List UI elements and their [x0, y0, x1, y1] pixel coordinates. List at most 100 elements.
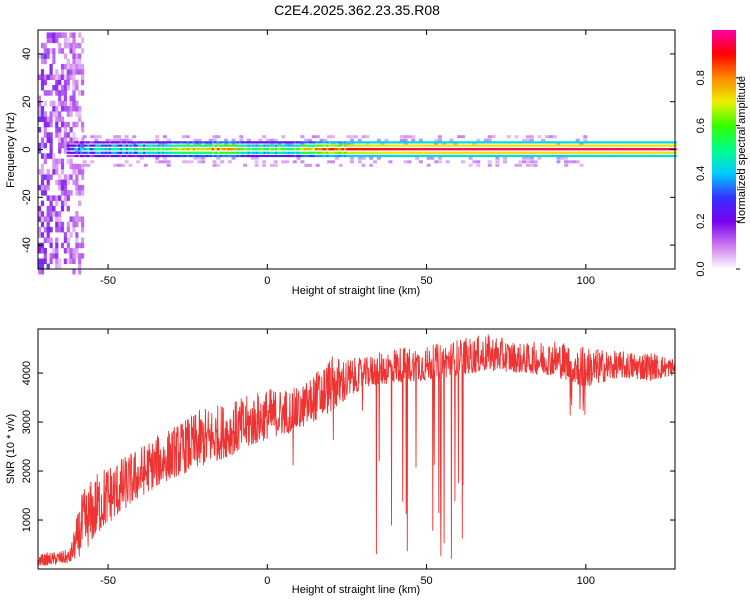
spectrogram-signal-cell — [167, 151, 171, 154]
spectrogram-signal-cell — [124, 144, 127, 147]
spectrogram-signal-cell — [225, 144, 228, 147]
spectrogram-signal-cell — [146, 144, 150, 147]
spectrogram-signal-cell — [349, 154, 352, 158]
spectrogram-signal-cell — [468, 141, 471, 144]
spectrogram-signal-cell — [242, 141, 245, 144]
spectrogram-signal-cell — [175, 148, 178, 151]
spectrogram-noise-cell — [49, 242, 53, 249]
spectrogram-signal-cell — [190, 144, 194, 147]
spectrogram-signal-cell — [267, 151, 270, 154]
spectrogram-signal-cell — [347, 141, 350, 144]
spectrogram-noise-cell — [38, 127, 42, 133]
spectrogram-signal-cell — [99, 148, 102, 151]
spectrogram-noise-cell — [346, 135, 351, 139]
spectrogram-noise-cell — [124, 160, 129, 164]
spectrogram-noise-cell — [58, 216, 62, 222]
spectrogram-noise-cell — [55, 121, 59, 128]
snr-background — [38, 329, 675, 569]
spectrogram-noise-cell — [529, 138, 534, 142]
spectrogram-signal-cell — [229, 148, 232, 151]
spectrogram-signal-cell — [599, 144, 603, 147]
spectrogram-noise-cell — [132, 135, 137, 139]
spectrogram-signal-cell — [659, 144, 662, 147]
spectrogram-noise-cell — [560, 156, 565, 160]
spectrogram-noise-cell — [40, 258, 45, 264]
spectrogram-noise-cell — [60, 158, 65, 165]
spectrogram-signal-cell — [89, 151, 92, 154]
spectrogram-signal-cell — [550, 151, 553, 154]
spectrogram-signal-cell — [502, 151, 505, 154]
spectrogram-signal-cell — [531, 144, 534, 147]
spectrogram-noise-cell — [75, 42, 79, 49]
spectrogram-signal-cell — [145, 154, 148, 158]
spectrogram-signal-cell — [481, 141, 484, 144]
spectrogram-signal-cell — [106, 141, 110, 144]
spectrogram-signal-cell — [103, 144, 106, 147]
spectrogram-signal-cell — [311, 151, 314, 154]
spectrogram-noise-cell — [49, 90, 53, 96]
spectrogram-signal-cell — [127, 144, 131, 147]
spectrogram-signal-cell — [531, 141, 534, 144]
spectrogram-signal-cell — [626, 154, 629, 158]
spectrogram-signal-cell — [83, 144, 87, 147]
spectrogram-signal-cell — [164, 154, 167, 158]
spectrogram-noise-cell — [66, 37, 70, 44]
spectrogram-noise-cell — [46, 37, 50, 44]
spectrogram-signal-cell — [376, 141, 379, 144]
spectrogram-signal-cell — [114, 141, 117, 144]
spectrogram-signal-cell — [603, 144, 607, 147]
spectrogram-noise-cell — [155, 156, 160, 160]
spectrogram-noise-cell — [55, 226, 59, 233]
spectrogram-signal-cell — [253, 154, 257, 158]
spectrogram-signal-cell — [255, 144, 259, 147]
spectrogram-signal-cell — [171, 154, 175, 158]
spectrogram-signal-cell — [649, 141, 652, 144]
spectrogram-signal-cell — [103, 154, 106, 158]
spectrogram-signal-cell — [454, 144, 457, 147]
spectrogram-noise-cell — [63, 179, 67, 186]
spectrogram-signal-cell — [647, 154, 650, 158]
spectrogram-signal-cell — [231, 141, 234, 144]
spectrogram-signal-cell — [318, 148, 322, 151]
spectrogram-noise-cell — [72, 32, 76, 38]
spectrogram-noise-cell — [72, 226, 76, 233]
spectrogram-signal-cell — [108, 151, 112, 154]
spectrogram-signal-cell — [118, 144, 121, 147]
spectrogram-signal-cell — [374, 148, 377, 151]
spectrogram-noise-cell — [575, 138, 580, 142]
spectrogram-noise-cell — [120, 138, 125, 142]
spectrogram-signal-cell — [590, 154, 593, 158]
spectrogram-noise-cell — [40, 248, 45, 254]
spectrogram-signal-cell — [307, 144, 310, 147]
spectrogram-signal-cell — [263, 151, 266, 154]
spectrogram-signal-cell — [166, 151, 169, 154]
spectrogram-noise-cell — [55, 237, 59, 243]
spectrogram-signal-cell — [433, 141, 436, 144]
snr-y-tick-label: 3000 — [21, 410, 33, 434]
spectrogram-signal-cell — [481, 151, 484, 154]
spectrogram-signal-cell — [294, 151, 297, 154]
spectrogram-signal-cell — [634, 144, 637, 147]
spectrogram-signal-cell — [143, 154, 146, 158]
spectrogram-signal-cell — [169, 148, 173, 151]
spectrogram-noise-cell — [49, 195, 53, 201]
spectrogram-signal-cell — [502, 144, 505, 147]
spectrogram-signal-cell — [87, 154, 91, 158]
spectrogram-signal-cell — [120, 148, 123, 151]
spectrogram-signal-cell — [410, 148, 413, 151]
spectrogram-signal-cell — [412, 144, 415, 147]
snr-y-tick-label: 1000 — [21, 508, 33, 532]
spectrogram-signal-cell — [108, 144, 112, 147]
spectrogram-signal-cell — [584, 141, 587, 144]
spectrogram-signal-cell — [194, 141, 198, 144]
spectrogram-signal-cell — [173, 151, 177, 154]
spectrogram-signal-cell — [424, 151, 427, 154]
spectrogram-noise-cell — [49, 121, 53, 128]
spectrogram-noise-cell — [58, 74, 62, 80]
spectrogram-noise-cell — [124, 135, 129, 139]
spectrogram-signal-cell — [265, 144, 268, 147]
spectrogram-signal-cell — [185, 148, 188, 151]
spectrogram-signal-cell — [494, 148, 498, 151]
spectrogram-signal-cell — [651, 144, 654, 147]
spectrogram-noise-cell — [72, 90, 76, 96]
